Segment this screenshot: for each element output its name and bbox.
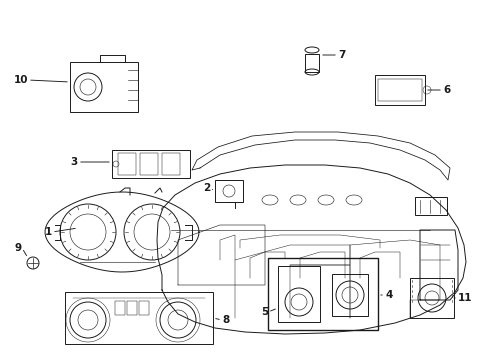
- Text: 3: 3: [71, 157, 78, 167]
- Text: 8: 8: [222, 315, 229, 325]
- Bar: [331, 274, 367, 316]
- Bar: [267, 258, 377, 330]
- Bar: [112, 150, 190, 178]
- Bar: [127, 301, 137, 315]
- Text: 10: 10: [14, 75, 28, 85]
- Bar: [374, 75, 424, 105]
- Bar: [414, 197, 446, 215]
- Bar: [140, 153, 158, 175]
- Text: 6: 6: [442, 85, 449, 95]
- Bar: [139, 301, 149, 315]
- Text: 9: 9: [15, 243, 22, 253]
- Bar: [118, 153, 136, 175]
- Text: 1: 1: [45, 227, 52, 237]
- Text: 5: 5: [260, 307, 267, 317]
- Text: 4: 4: [384, 290, 391, 300]
- Bar: [215, 180, 243, 202]
- Text: 11: 11: [457, 293, 471, 303]
- Text: 7: 7: [337, 50, 345, 60]
- Bar: [409, 278, 453, 318]
- Bar: [115, 301, 125, 315]
- Bar: [162, 153, 180, 175]
- Bar: [377, 79, 421, 101]
- Bar: [305, 54, 318, 72]
- Bar: [70, 62, 138, 112]
- Text: 2: 2: [203, 183, 209, 193]
- Bar: [65, 292, 213, 344]
- Bar: [278, 266, 319, 322]
